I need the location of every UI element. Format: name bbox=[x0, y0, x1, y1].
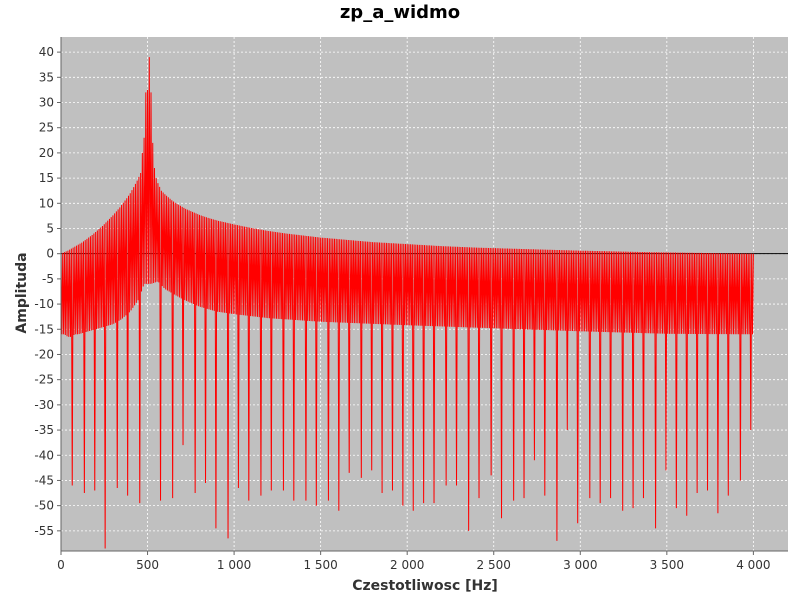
x-tick-label: 3 500 bbox=[650, 558, 684, 572]
x-tick-label: 1 000 bbox=[217, 558, 251, 572]
y-tick-label: 40 bbox=[39, 45, 54, 59]
x-tick-label: 4 000 bbox=[736, 558, 770, 572]
y-tick-label: -15 bbox=[34, 322, 54, 336]
y-tick-label: -45 bbox=[34, 473, 54, 487]
y-tick-label: 0 bbox=[46, 247, 54, 261]
y-tick-label: -40 bbox=[34, 448, 54, 462]
x-tick-label: 2 000 bbox=[390, 558, 424, 572]
y-tick-label: -20 bbox=[34, 347, 54, 361]
series-line bbox=[60, 57, 754, 549]
x-tick-label: 1 500 bbox=[303, 558, 337, 572]
x-tick-label: 3 000 bbox=[563, 558, 597, 572]
x-axis: 0 500 1 000 1 500 2 000 2 500 3 000 3 500 4 000 bbox=[57, 551, 771, 572]
y-tick-label: 5 bbox=[46, 221, 54, 235]
y-tick-label: -55 bbox=[34, 524, 54, 538]
y-tick-label: 35 bbox=[39, 70, 54, 84]
y-tick-label: 30 bbox=[39, 96, 54, 110]
y-tick-label: -35 bbox=[34, 423, 54, 437]
y-axis: -55-50-45-40-35-30-25-20-15-10-505101520… bbox=[34, 45, 61, 538]
y-tick-label: 10 bbox=[39, 196, 54, 210]
x-axis-label: Czestotliwosc [Hz] bbox=[352, 578, 498, 594]
y-tick-label: 20 bbox=[39, 146, 54, 160]
y-tick-label: 25 bbox=[39, 121, 54, 135]
y-tick-label: -25 bbox=[34, 373, 54, 387]
y-tick-label: -30 bbox=[34, 398, 54, 412]
y-tick-label: 15 bbox=[39, 171, 54, 185]
y-tick-label: -50 bbox=[34, 499, 54, 513]
x-tick-label: 0 bbox=[57, 558, 65, 572]
x-tick-label: 500 bbox=[136, 558, 159, 572]
chart-title: zp_a_widmo bbox=[339, 2, 461, 23]
y-tick-label: -10 bbox=[34, 297, 54, 311]
y-axis-label: Amplituda bbox=[14, 252, 30, 333]
x-tick-label: 2 500 bbox=[477, 558, 511, 572]
y-tick-label: -5 bbox=[42, 272, 54, 286]
